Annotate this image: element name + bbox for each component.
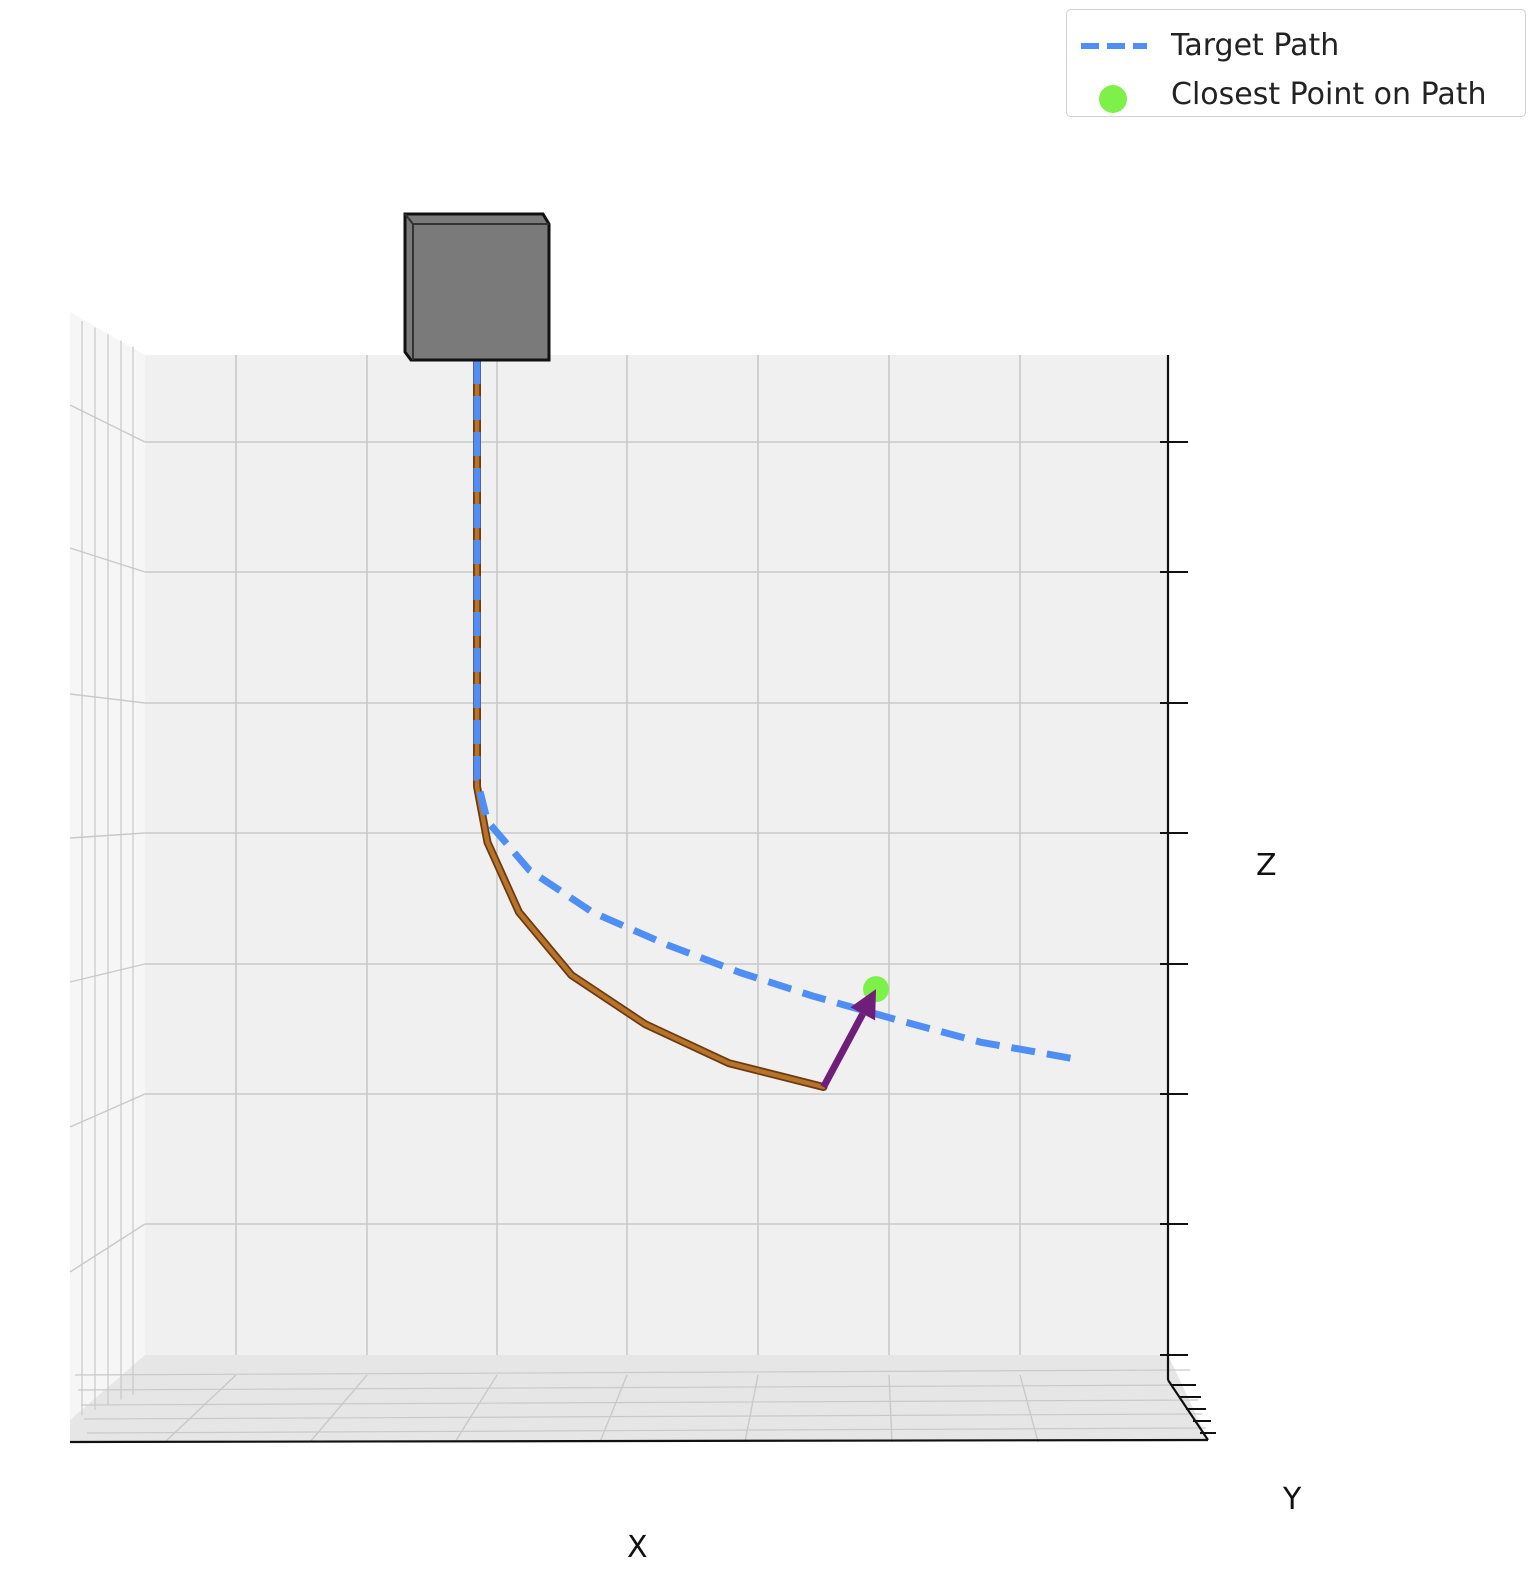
correction-arrow-shaft <box>820 1012 866 1089</box>
base-cube <box>403 212 551 362</box>
grid-line-floor <box>744 1374 759 1443</box>
legend-label-closest-point: Closest Point on Path <box>1171 77 1487 112</box>
grid-line-floor-depth <box>77 1384 1195 1391</box>
x-axis-line <box>69 1438 1209 1444</box>
x-axis-label: X <box>627 1530 648 1565</box>
data-marks <box>403 212 889 1089</box>
correction-arrow-head <box>850 989 876 1021</box>
grid-line-floor-depth <box>83 1413 1203 1420</box>
y-axis-label: Y <box>1283 1482 1302 1517</box>
back-pane <box>145 355 1168 1355</box>
legend-label-target-path: Target Path <box>1171 28 1340 63</box>
target-path-line <box>473 360 1077 1063</box>
z-axis-label: Z <box>1256 848 1277 883</box>
legend: Target Path Closest Point on Path <box>1066 9 1526 117</box>
legend-swatch-dashed-line <box>1081 43 1147 49</box>
grid-lines <box>69 321 1207 1443</box>
legend-item-closest-point: Closest Point on Path <box>1067 73 1525 113</box>
floor-pane <box>70 1355 1208 1442</box>
grid-line-floor-depth <box>74 1369 1191 1376</box>
axis-panes <box>70 312 1208 1442</box>
grid-line-floor-depth <box>86 1427 1207 1434</box>
grid-line-floor <box>164 1374 237 1443</box>
grid-line-floor-depth <box>80 1399 1199 1406</box>
axis-lines <box>69 355 1216 1444</box>
grid-line-floor <box>309 1374 368 1443</box>
legend-item-target-path: Target Path <box>1067 24 1525 64</box>
legend-swatch-dot <box>1099 85 1127 113</box>
data-series <box>473 356 1077 1091</box>
